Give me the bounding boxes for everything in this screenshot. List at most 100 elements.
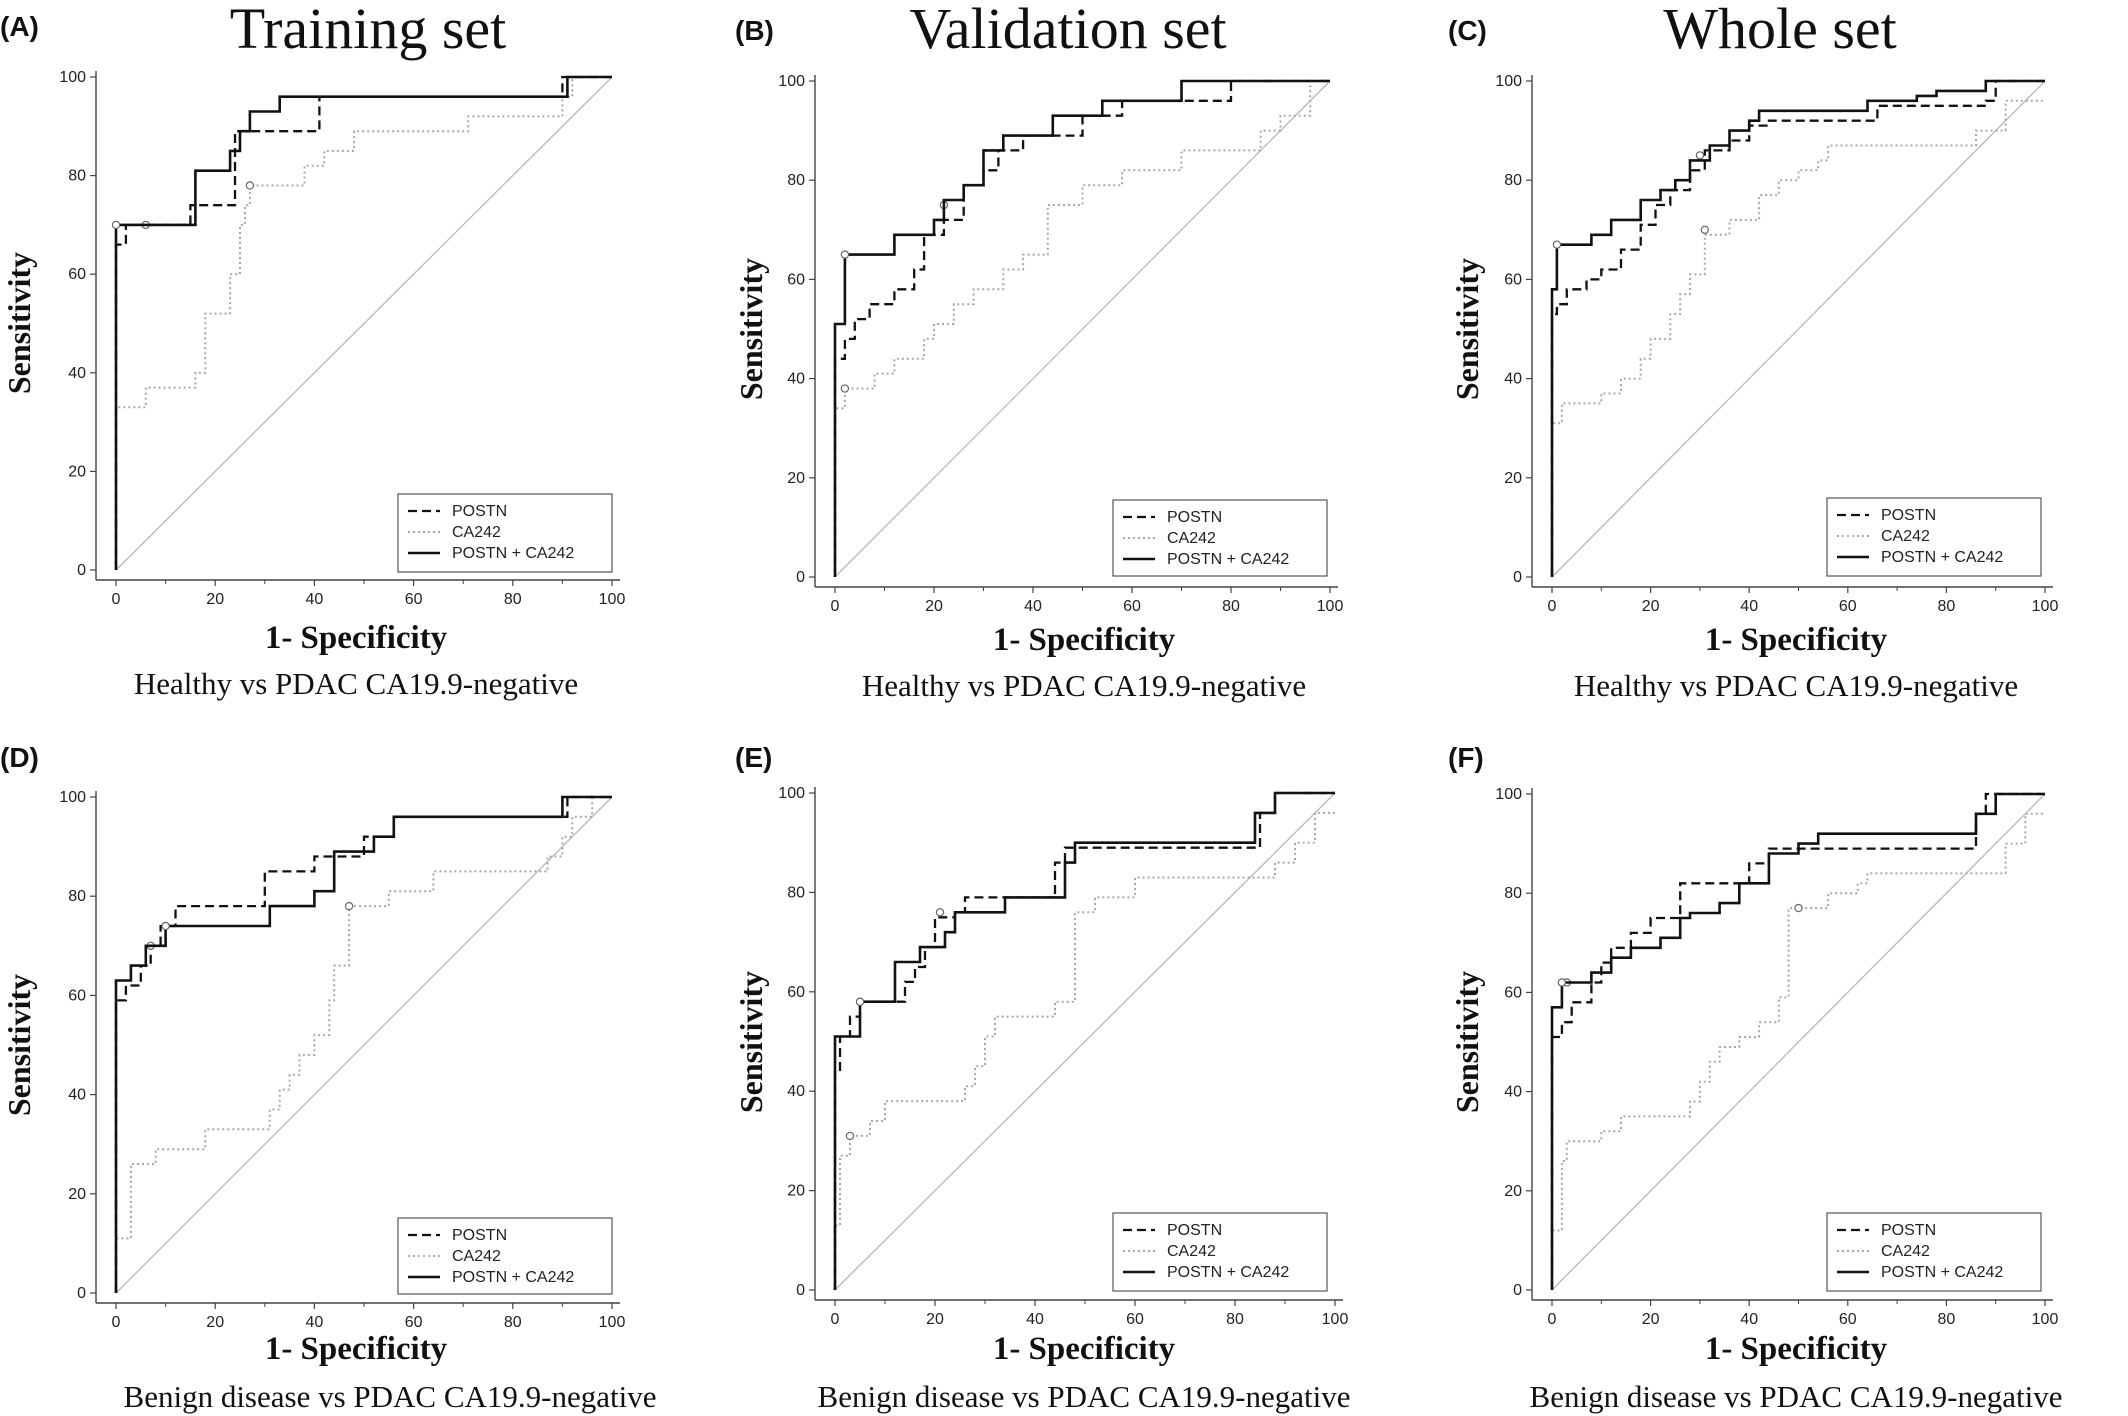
x-tick-label: 80 <box>1222 598 1240 615</box>
cutoff-point <box>840 250 850 259</box>
reference-diagonal <box>115 76 613 571</box>
panels-container: (A) 0 20 40 60 80 100 0 20 40 60 80 100 POSTN CA242 POS… <box>0 11 2062 1414</box>
cutoff-point <box>344 901 354 911</box>
roc-curve-ca242 <box>115 796 612 1293</box>
x-tick-label: 20 <box>1642 598 1660 615</box>
y-tick-label: 40 <box>68 365 86 382</box>
y-tick-label: 100 <box>59 789 86 806</box>
reference-diagonal <box>1551 80 2046 578</box>
y-tick-label: 100 <box>1495 73 1522 90</box>
y-axis-label: Sensitivity <box>1449 258 1485 400</box>
y-tick-label: 100 <box>1495 786 1522 803</box>
y-tick-label: 80 <box>1504 172 1522 189</box>
column-title-whole: Whole set <box>1663 0 1897 61</box>
y-tick-label: 100 <box>59 69 86 86</box>
x-tick-label: 40 <box>1740 1311 1758 1328</box>
legend-entry: POSTN + CA242 <box>1167 551 1289 568</box>
y-tick-label: 100 <box>778 73 805 90</box>
y-tick-label: 60 <box>1504 271 1522 288</box>
x-tick-label: 20 <box>925 598 943 615</box>
roc-panel-1: (B) 0 20 40 60 80 100 0 20 40 60 80 100 POSTN CA242 POS… <box>733 15 1343 703</box>
y-tick-label: 0 <box>1513 569 1522 586</box>
legend-entry: CA242 <box>1167 530 1216 547</box>
panel-label: (D) <box>0 742 39 773</box>
y-tick-label: 60 <box>787 271 805 288</box>
legend-entry: CA242 <box>1881 528 1930 545</box>
y-tick-label: 20 <box>787 1183 805 1200</box>
x-tick-label: 80 <box>504 1314 522 1331</box>
x-tick-label: 60 <box>1123 598 1141 615</box>
x-tick-label: 0 <box>112 1314 121 1331</box>
x-axis-label: 1- Specificity <box>993 1331 1176 1367</box>
x-tick-label: 0 <box>831 1311 840 1328</box>
column-title-training: Training set <box>230 0 507 61</box>
legend-entry: POSTN <box>452 1227 507 1244</box>
y-tick-label: 0 <box>796 1282 805 1299</box>
cutoff-point <box>111 220 121 230</box>
cutoff-point <box>1552 240 1562 249</box>
reference-diagonal <box>115 796 613 1294</box>
panel-label: (B) <box>735 15 774 46</box>
y-tick-label: 80 <box>68 888 86 905</box>
legend-entry: CA242 <box>452 1248 501 1265</box>
x-tick-label: 60 <box>1126 1311 1144 1328</box>
panel-caption: Healthy vs PDAC CA19.9-negative <box>1574 668 2018 703</box>
panel-label: (A) <box>0 11 39 42</box>
cutoff-point <box>245 181 255 190</box>
panel-caption: Benign disease vs PDAC CA19.9-negative <box>1530 1379 2063 1414</box>
roc-panel-3: (D) 0 20 40 60 80 100 0 20 40 60 80 100 POSTN CA242 POS… <box>0 742 656 1414</box>
panel-label: (C) <box>1448 15 1487 46</box>
panel-caption: Benign disease vs PDAC CA19.9-negative <box>818 1379 1351 1414</box>
reference-diagonal <box>834 792 1336 1291</box>
y-tick-label: 80 <box>1504 885 1522 902</box>
y-tick-label: 40 <box>787 371 805 388</box>
x-tick-label: 60 <box>1839 1311 1857 1328</box>
x-tick-label: 60 <box>405 1314 423 1331</box>
cutoff-point <box>845 1131 855 1141</box>
cutoff-point <box>935 908 945 917</box>
roc-curve-ca242 <box>1551 99 2045 577</box>
legend-entry: POSTN <box>452 503 507 520</box>
x-tick-label: 80 <box>1938 598 1956 615</box>
x-tick-label: 100 <box>599 591 626 608</box>
legend-entry: CA242 <box>1167 1243 1216 1260</box>
x-tick-label: 80 <box>504 591 522 608</box>
y-tick-label: 20 <box>1504 470 1522 487</box>
x-axis-label: 1- Specificity <box>1705 622 1888 658</box>
x-tick-label: 20 <box>206 591 224 608</box>
roc-curve-postn-ca242 <box>1550 79 2045 577</box>
roc-curve-postn-ca242 <box>114 795 612 1293</box>
x-axis-label: 1- Specificity <box>993 622 1176 658</box>
roc-panel-0: (A) 0 20 40 60 80 100 0 20 40 60 80 100 POSTN CA242 POS… <box>0 11 625 701</box>
y-axis-label: Sensitivity <box>733 258 769 400</box>
legend-entry: POSTN <box>1881 507 1936 524</box>
legend-entry: POSTN + CA242 <box>1167 1264 1289 1281</box>
legend-entry: POSTN <box>1167 509 1222 526</box>
x-tick-label: 40 <box>1024 598 1042 615</box>
cutoff-point <box>1794 903 1803 913</box>
y-tick-label: 60 <box>787 984 805 1001</box>
roc-curve-ca242 <box>834 811 1335 1290</box>
roc-curve-ca242 <box>834 80 1330 577</box>
y-tick-label: 0 <box>77 1285 86 1302</box>
y-axis-label: Sensitivity <box>733 971 769 1113</box>
x-tick-label: 20 <box>206 1314 224 1331</box>
cutoff-point <box>1700 225 1710 234</box>
roc-panel-5: (F) 0 20 40 60 80 100 0 20 40 60 80 100 POSTN CA242 POS… <box>1448 742 2062 1414</box>
y-axis-label: Sensitivity <box>1 252 37 394</box>
roc-curve-ca242 <box>115 76 612 570</box>
x-tick-label: 20 <box>1642 1311 1660 1328</box>
y-tick-label: 20 <box>1504 1183 1522 1200</box>
cutoff-point <box>1695 151 1705 160</box>
cutoff-point <box>161 921 170 931</box>
x-tick-label: 0 <box>831 598 840 615</box>
x-tick-label: 100 <box>1317 598 1344 615</box>
x-tick-label: 80 <box>1226 1311 1244 1328</box>
legend-entry: POSTN + CA242 <box>452 545 574 562</box>
y-tick-label: 80 <box>787 884 805 901</box>
roc-curve-postn <box>1550 792 2045 1290</box>
y-tick-label: 0 <box>1513 1282 1522 1299</box>
roc-curve-postn <box>1550 79 2045 577</box>
x-tick-label: 100 <box>1322 1311 1349 1328</box>
